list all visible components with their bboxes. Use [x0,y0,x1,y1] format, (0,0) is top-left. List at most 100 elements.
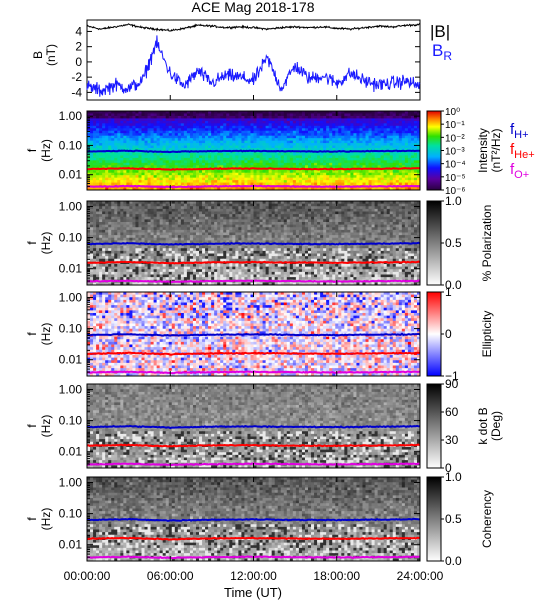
heatmap-cell [344,160,347,163]
heatmap-cell [217,118,220,121]
heatmap-cell [99,180,102,183]
heatmap-cell [148,219,151,222]
heatmap-cell [181,143,184,146]
heatmap-cell [378,146,381,149]
heatmap-cell [123,158,126,161]
heatmap-cell [114,173,117,176]
heatmap-cell [196,212,199,215]
heatmap-cell [244,133,247,136]
heatmap-cell [151,155,154,158]
heatmap-cell [381,209,384,212]
heatmap-cell [96,173,99,176]
heatmap-cell [154,165,157,168]
heatmap-cell [408,230,411,233]
heatmap-cell [278,227,281,230]
heatmap-cell [214,204,217,207]
heatmap-cell [369,180,372,183]
heatmap-cell [250,217,253,220]
heatmap-cell [166,126,169,129]
heatmap-cell [305,227,308,230]
heatmap-cell [123,146,126,149]
heatmap-cell [275,209,278,212]
heatmap-cell [393,116,396,119]
heatmap-cell [254,136,257,139]
heatmap-cell [359,141,362,144]
heatmap-cell [126,136,129,139]
heatmap-cell [393,121,396,124]
heatmap-cell [208,121,211,124]
heatmap-cell [326,163,329,166]
heatmap-cell [290,126,293,129]
heatmap-cell [257,146,260,149]
heatmap-cell [254,204,257,207]
heatmap-cell [148,141,151,144]
heatmap-cell [250,175,253,178]
heatmap-cell [350,146,353,149]
heatmap-cell [208,155,211,158]
heatmap-cell [244,158,247,161]
heatmap-cell [141,133,144,136]
heatmap-cell [396,214,399,217]
heatmap-cell [269,214,272,217]
heatmap-cell [341,131,344,134]
heatmap-cell [105,118,108,121]
colorbar-tick-label: 10⁻² [445,133,465,144]
heatmap-cell [232,227,235,230]
heatmap-cell [199,153,202,156]
heatmap-cell [305,163,308,166]
heatmap-cell [138,214,141,217]
heatmap-cell [405,128,408,131]
heatmap-cell [329,128,332,131]
heatmap-cell [135,143,138,146]
heatmap-cell [393,133,396,136]
heatmap-cell [145,158,148,161]
heatmap-cell [405,170,408,173]
heatmap-cell [202,121,205,124]
heatmap-cell [378,230,381,233]
heatmap-cell [151,141,154,144]
heatmap-cell [166,136,169,139]
heatmap-cell [250,212,253,215]
heatmap-cell [344,131,347,134]
heatmap-cell [126,175,129,178]
heatmap-cell [196,155,199,158]
heatmap-cell [172,180,175,183]
heatmap-cell [123,116,126,119]
heatmap-cell [335,131,338,134]
heatmap-cell [269,173,272,176]
heatmap-cell [326,214,329,217]
heatmap-cell [263,212,266,215]
heatmap-cell [145,180,148,183]
heatmap-cell [145,143,148,146]
heatmap-cell [311,183,314,186]
heatmap-cell [353,160,356,163]
heatmap-cell [414,163,417,166]
heatmap-cell [411,118,414,121]
heatmap-cell [293,230,296,233]
heatmap-cell [329,153,332,156]
heatmap-cell [120,219,123,222]
heatmap-cell [384,136,387,139]
heatmap-cell [359,227,362,230]
heatmap-cell [157,133,160,136]
heatmap-cell [314,180,317,183]
heatmap-cell [160,170,163,173]
heatmap-cell [214,217,217,220]
heatmap-cell [138,136,141,139]
heatmap-cell [117,209,120,212]
heatmap-cell [366,158,369,161]
heatmap-cell [260,219,263,222]
heatmap-cell [269,180,272,183]
heatmap-cell [411,153,414,156]
heatmap-cell [350,173,353,176]
heatmap-cell [178,126,181,129]
heatmap-cell [323,175,326,178]
heatmap-cell [208,230,211,233]
heatmap-cell [387,138,390,141]
heatmap-cell [181,141,184,144]
heatmap-cell [160,133,163,136]
heatmap-cell [378,212,381,215]
heatmap-cell [184,158,187,161]
heatmap-cell [196,165,199,168]
heatmap-cell [135,146,138,149]
